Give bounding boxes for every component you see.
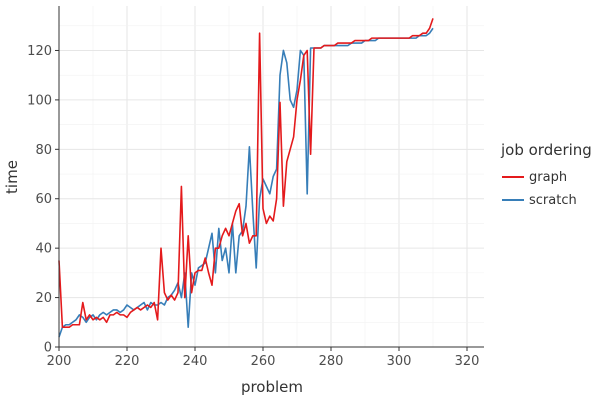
x-tick-label: 260 xyxy=(251,354,276,369)
legend-label-graph: graph xyxy=(529,170,567,185)
y-tick-label: 80 xyxy=(35,143,52,158)
x-tick-label: 240 xyxy=(183,354,208,369)
legend-title: job ordering xyxy=(500,141,592,159)
legend-label-scratch: scratch xyxy=(529,193,577,208)
y-axis-title: time xyxy=(3,160,21,194)
x-tick-label: 300 xyxy=(387,354,412,369)
y-tick-label: 20 xyxy=(35,291,52,306)
series-line-scratch xyxy=(58,27,434,338)
grid-lines xyxy=(58,6,484,348)
x-axis-title: problem xyxy=(241,378,303,396)
y-tick-label: 0 xyxy=(44,341,52,356)
legend: job ordering graph scratch xyxy=(500,141,592,208)
x-axis: 200 220 240 260 280 300 320 xyxy=(47,346,484,369)
series-layer xyxy=(58,18,434,338)
y-tick-label: 40 xyxy=(35,242,52,257)
x-tick-label: 200 xyxy=(47,354,72,369)
x-tick-label: 320 xyxy=(455,354,480,369)
series-line-graph xyxy=(58,18,434,329)
x-tick-label: 280 xyxy=(319,354,344,369)
y-tick-label: 100 xyxy=(27,93,52,108)
y-tick-label: 120 xyxy=(27,44,52,59)
x-tick-label: 220 xyxy=(115,354,140,369)
y-tick-label: 60 xyxy=(35,192,52,207)
y-axis: 0 20 40 60 80 100 120 xyxy=(27,6,60,356)
